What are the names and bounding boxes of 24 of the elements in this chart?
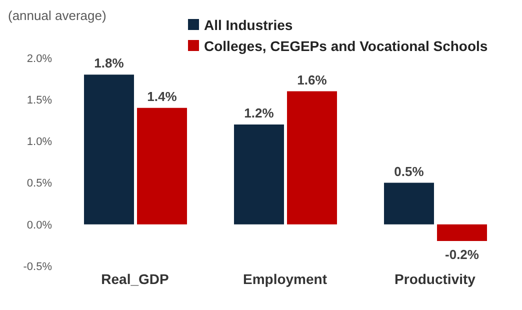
y-tick-label: 1.0% bbox=[26, 136, 52, 148]
data-label: 1.6% bbox=[297, 72, 328, 88]
legend-label: Colleges, CEGEPs and Vocational Schools bbox=[204, 38, 488, 54]
y-tick-label: -0.5% bbox=[23, 260, 52, 273]
bar bbox=[84, 74, 134, 224]
data-label: 1.4% bbox=[147, 88, 178, 104]
bar bbox=[137, 108, 187, 224]
data-label: 1.2% bbox=[244, 106, 274, 121]
y-tick-label: 0.0% bbox=[26, 219, 52, 232]
data-label: -0.2% bbox=[445, 247, 480, 262]
bar bbox=[234, 124, 284, 224]
data-label: 0.5% bbox=[394, 164, 424, 179]
x-tick-label: Productivity bbox=[394, 270, 476, 287]
bar bbox=[287, 91, 337, 224]
y-tick-label: 1.5% bbox=[26, 94, 52, 107]
y-axis-title: (annual average) bbox=[8, 8, 106, 23]
x-tick-label: Real_GDP bbox=[101, 270, 169, 287]
data-label: 1.8% bbox=[94, 56, 124, 71]
y-tick-label: 2.0% bbox=[26, 52, 52, 65]
legend-label: All Industries bbox=[204, 16, 293, 32]
bar bbox=[437, 224, 487, 242]
bar bbox=[384, 182, 434, 224]
x-tick-label: Employment bbox=[242, 270, 328, 287]
y-tick-label: 0.5% bbox=[26, 178, 52, 190]
